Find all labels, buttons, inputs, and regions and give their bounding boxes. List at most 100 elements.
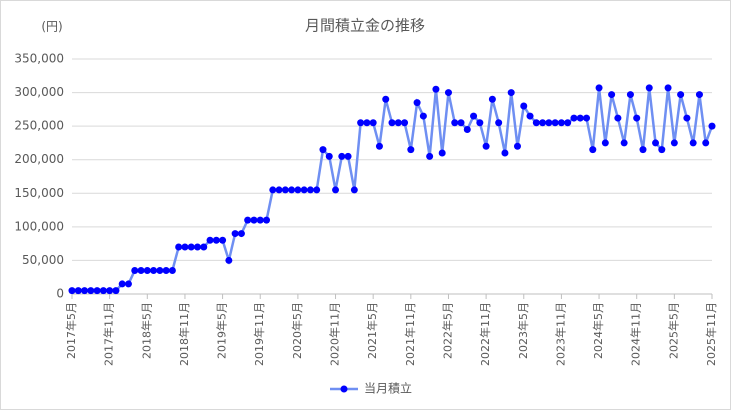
data-point — [93, 287, 101, 295]
data-point — [256, 216, 264, 224]
data-point — [375, 142, 383, 150]
data-point — [702, 139, 710, 147]
data-point — [432, 85, 440, 93]
y-tick-label: 100,000 — [14, 219, 64, 233]
data-point — [369, 119, 377, 127]
data-point — [231, 230, 239, 238]
data-point — [557, 119, 565, 127]
data-point — [470, 112, 478, 120]
data-point — [652, 139, 660, 147]
data-point — [137, 267, 145, 274]
data-point — [438, 149, 446, 157]
data-point — [74, 287, 82, 295]
data-point — [576, 114, 584, 122]
data-point — [570, 114, 578, 122]
data-point — [237, 230, 245, 238]
y-tick-label: 300,000 — [14, 85, 64, 99]
data-point — [319, 146, 327, 154]
data-point — [99, 287, 107, 295]
data-point — [87, 287, 95, 295]
data-point — [193, 243, 201, 251]
data-point — [476, 119, 484, 127]
data-point — [683, 114, 691, 122]
data-point — [281, 186, 289, 194]
data-point — [394, 119, 402, 127]
x-tick-label: 2021年5月 — [365, 302, 379, 359]
y-tick-label: 0 — [56, 287, 64, 301]
data-point — [156, 267, 164, 274]
data-point — [520, 102, 528, 110]
data-point — [325, 152, 333, 160]
data-point — [501, 149, 509, 157]
data-point — [639, 146, 647, 154]
x-tick-label: 2025年11月 — [704, 302, 718, 366]
data-point — [175, 243, 183, 251]
data-point — [275, 186, 283, 194]
data-point — [200, 243, 208, 251]
data-point — [545, 119, 553, 127]
x-tick-label: 2018年11月 — [177, 302, 191, 366]
data-point — [677, 91, 685, 99]
data-point — [451, 119, 459, 127]
data-point — [68, 287, 76, 295]
data-point — [495, 119, 503, 127]
y-tick-label: 200,000 — [14, 152, 64, 166]
data-point — [419, 112, 427, 120]
data-point — [150, 267, 158, 274]
data-point — [338, 152, 346, 160]
data-point — [313, 186, 321, 194]
data-point — [695, 91, 703, 99]
data-point — [81, 287, 89, 295]
y-tick-label: 150,000 — [14, 186, 64, 200]
data-point — [645, 84, 653, 92]
legend-label: 当月積立 — [364, 381, 412, 396]
data-point — [363, 119, 371, 127]
data-point — [344, 152, 352, 160]
data-point — [426, 152, 434, 160]
data-point — [168, 267, 176, 274]
data-point — [551, 119, 559, 127]
data-point — [401, 119, 409, 127]
data-point — [294, 186, 302, 194]
data-point — [670, 139, 678, 147]
data-point — [112, 287, 120, 295]
data-point — [181, 243, 189, 251]
x-tick-label: 2023年11月 — [553, 302, 567, 366]
data-point — [589, 146, 597, 154]
data-point — [206, 236, 214, 244]
data-point — [633, 114, 641, 122]
y-tick-label: 50,000 — [22, 253, 64, 267]
chart-title: 月間積立金の推移 — [305, 17, 425, 35]
data-point — [658, 146, 666, 154]
data-point — [626, 91, 634, 99]
x-tick-label: 2017年5月 — [64, 302, 78, 359]
data-point — [614, 114, 622, 122]
y-tick-label: 250,000 — [14, 119, 64, 133]
data-point — [708, 122, 716, 130]
data-point — [263, 216, 271, 224]
data-point — [288, 186, 296, 194]
data-point — [444, 89, 452, 97]
x-tick-label: 2022年11月 — [478, 302, 492, 366]
data-point — [250, 216, 258, 224]
data-point — [162, 267, 170, 274]
x-tick-label: 2019年11月 — [252, 302, 266, 366]
x-tick-label: 2017年11月 — [102, 302, 116, 366]
data-point — [357, 119, 365, 127]
data-point — [457, 119, 465, 127]
data-point — [564, 119, 572, 127]
x-tick-label: 2021年11月 — [403, 302, 417, 366]
data-point — [463, 126, 471, 133]
data-point — [532, 119, 540, 127]
data-point — [595, 84, 603, 92]
data-point — [507, 89, 515, 97]
data-point — [118, 280, 126, 288]
legend-marker — [340, 385, 348, 393]
data-point — [539, 119, 547, 127]
data-point — [124, 280, 132, 288]
data-point — [382, 95, 390, 103]
data-point — [187, 243, 195, 251]
data-point — [620, 139, 628, 147]
data-point — [269, 186, 277, 194]
data-point — [350, 186, 358, 194]
